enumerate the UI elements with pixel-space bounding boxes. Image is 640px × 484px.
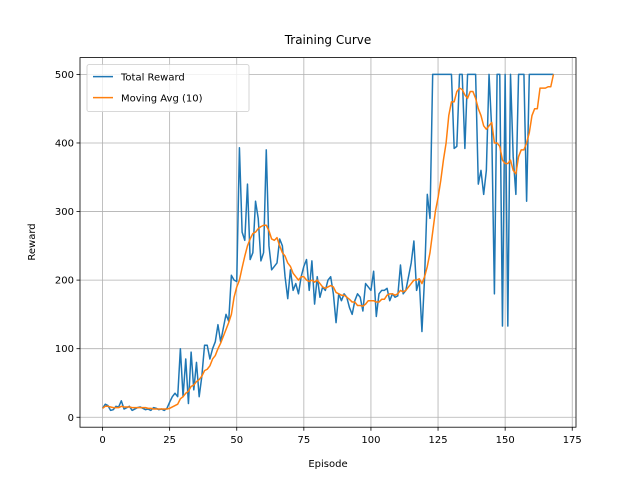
series-line xyxy=(101,73,554,412)
x-tick-label: 25 xyxy=(163,435,176,446)
x-tick-label: 175 xyxy=(563,435,582,446)
axes-frame xyxy=(79,57,577,428)
x-tick-label: 125 xyxy=(428,435,447,446)
legend: Total Reward Moving Avg (10) xyxy=(86,64,250,112)
y-tick-label: 400 xyxy=(55,138,74,149)
legend-box xyxy=(86,64,250,112)
lines xyxy=(101,73,555,412)
x-tick-label: 150 xyxy=(496,435,515,446)
y-tick-label: 0 xyxy=(68,413,74,424)
x-tick-label: 100 xyxy=(361,435,380,446)
chart-title: Training Curve xyxy=(284,33,372,47)
legend-label: Total Reward xyxy=(120,73,185,84)
y-tick-label: 200 xyxy=(55,276,74,287)
y-tick-label: 300 xyxy=(55,207,74,218)
y-tick-label: 500 xyxy=(55,70,74,81)
y-tick-label: 100 xyxy=(55,344,74,355)
x-tick-label: 0 xyxy=(99,435,105,446)
series-line xyxy=(102,74,555,410)
legend-label: Moving Avg (10) xyxy=(121,94,203,105)
x-axis-label: Episode xyxy=(308,459,347,470)
x-tick-label: 75 xyxy=(297,435,310,446)
x-tick-label: 50 xyxy=(230,435,243,446)
ticks: 0 25 50 75 100 125 150 175 0 100 200 300 400 500 xyxy=(55,70,582,446)
y-axis-label: Reward xyxy=(27,223,38,260)
